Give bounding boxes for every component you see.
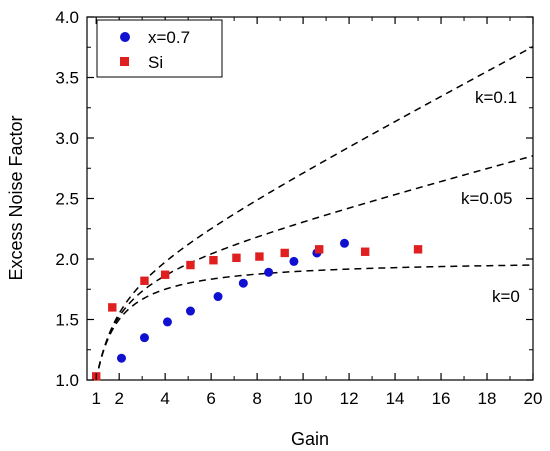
y-tick-label: 4.0 [55,8,79,27]
legend-box [96,19,223,78]
point-si [140,276,149,285]
curve-label-k=0.1: k=0.1 [475,88,517,107]
x-tick-label: 4 [160,389,169,408]
point-x07 [139,333,149,343]
point-x07 [185,306,195,316]
x-axis-label: Gain [291,429,329,449]
legend-marker-circle [120,32,130,42]
legend-marker-square [120,57,129,66]
legend-label-si: Si [148,53,163,72]
x-tick-label: 14 [386,389,405,408]
y-axis-label: Excess Noise Factor [6,115,26,280]
point-x07 [162,317,172,327]
curve-label-k=0.05: k=0.05 [461,189,513,208]
x-tick-label: 2 [114,389,123,408]
y-tick-label: 1.0 [55,371,79,390]
point-si [232,253,241,262]
x-tick-label: 18 [478,389,497,408]
y-tick-label: 2.5 [55,190,79,209]
x-tick-label: 6 [206,389,215,408]
y-tick-label: 1.5 [55,311,79,330]
x-tick-label: 12 [340,389,359,408]
curve-label-k=0: k=0 [492,287,520,306]
x-tick-label: 20 [524,389,543,408]
curve-k=0.1 [95,45,533,380]
point-x07 [213,292,223,302]
legend: x=0.7 Si [96,19,223,78]
point-x07 [264,267,274,277]
y-tick-label: 3.0 [55,129,79,148]
point-si [280,248,289,258]
point-x07 [116,353,126,363]
curve-k=0 [95,264,533,380]
point-si [108,303,117,312]
point-si [186,260,195,270]
legend-label-x07: x=0.7 [148,28,190,47]
point-x07 [238,278,248,288]
point-si [160,270,170,279]
point-si [413,245,423,254]
x-tick-label: 8 [252,389,261,408]
point-x07 [289,256,299,266]
point-x07 [339,238,349,248]
x-tick-label: 1 [91,389,100,408]
x-tick-label: 10 [294,389,313,408]
y-tick-label: 3.5 [55,69,79,88]
point-si [314,245,324,254]
point-si [360,247,370,256]
point-si [209,256,218,265]
point-si [255,252,264,261]
x-tick-label: 16 [432,389,451,408]
y-tick-label: 2.0 [55,250,79,269]
